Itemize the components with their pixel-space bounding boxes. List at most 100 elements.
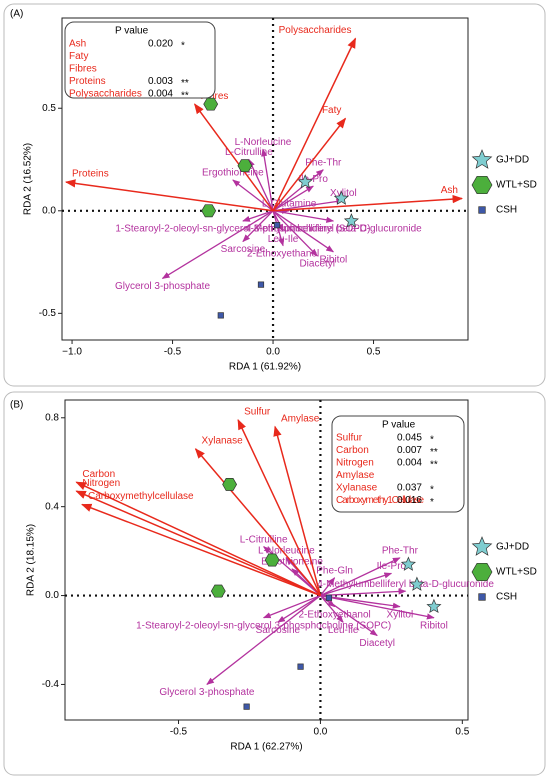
species-arrow (320, 588, 407, 597)
species-arrow (242, 210, 274, 243)
species-label: L-Norleucine (235, 137, 292, 148)
species-label: L-Norleucine (258, 545, 315, 556)
species-arrow (272, 210, 334, 253)
species-arrow (206, 595, 321, 685)
pvalue-name: Carboxymethy1Cellulase (336, 495, 424, 506)
sample-point (409, 576, 425, 591)
legend-label: GJ+DD (496, 542, 529, 553)
x-axis-label: RDA 1 (62.27%) (230, 742, 302, 753)
y-axis-label: RDA 2 (16.52%) (23, 143, 34, 215)
pvalue-value: 0.045 (397, 433, 422, 444)
sample-point (426, 598, 442, 614)
pvalue-sig: ** (430, 447, 438, 458)
sample-point (343, 213, 359, 228)
env-label: Proteins (72, 169, 109, 180)
env-arrow (75, 481, 321, 597)
species-label: Ribitol (420, 620, 448, 631)
x-tick-label: -0.5 (164, 347, 182, 358)
species-label: Sarcosine (221, 244, 266, 255)
pvalue-name: Fibres (69, 64, 97, 75)
pvalue-sig: * (430, 497, 434, 508)
env-arrow (64, 179, 274, 212)
sample-point (333, 190, 349, 205)
species-arrow (272, 210, 335, 223)
species-arrow (319, 595, 344, 623)
pvalue-value: 0.020 (148, 39, 173, 50)
env-label: Amylase (281, 413, 320, 424)
species-arrow (272, 210, 318, 257)
species-label: 1-Stearoyl-2-oleoyl-sn-glycerol 3-phosph… (136, 620, 391, 631)
species-arrow (272, 185, 314, 212)
sample-point (203, 97, 219, 111)
pvalue-sig: ** (181, 78, 189, 89)
x-tick-label: 0.5 (367, 347, 381, 358)
x-tick-label: -0.5 (170, 727, 188, 738)
species-label: Glycerol 3-phosphate (115, 281, 210, 292)
y-tick-label: 0.5 (42, 103, 56, 114)
species-label: Glycerol 3-phosphate (159, 687, 254, 698)
legend-label: WTL+SD (496, 180, 537, 191)
species-label: 4-Methylumbelliferyl beta-D-glucuronide (317, 579, 494, 590)
species-label: Ergothioneine (202, 168, 264, 179)
species-label: Leu-Ile (328, 625, 359, 636)
env-label: Nitrogen (82, 478, 120, 489)
y-tick-label: 0.0 (42, 205, 56, 216)
sample-point (222, 478, 238, 491)
pvalue-name: Nitrogen (336, 458, 374, 469)
pvalue-sig: * (430, 485, 434, 496)
panel-border (3, 3, 546, 387)
sample-point (297, 663, 304, 670)
env-arrow (272, 194, 464, 212)
legend-symbol (471, 175, 493, 195)
sample-point (297, 174, 313, 189)
sample-point (325, 594, 333, 601)
pvalue-name: Carbon (336, 445, 369, 456)
species-label: L-Glutamine (262, 198, 317, 209)
env-label: Xylanase (202, 436, 244, 447)
plot-frame (61, 17, 469, 341)
species-label: L-Citrulline (240, 534, 288, 545)
y-tick-label: 0.8 (45, 412, 59, 423)
x-tick-label: −1.0 (62, 347, 82, 358)
x-tick-label: 0.5 (455, 727, 469, 738)
x-axis-label: RDA 1 (61.92%) (229, 362, 301, 373)
plot-frame (64, 399, 469, 721)
env-arrow (272, 37, 357, 212)
pvalue-sig: ** (430, 460, 438, 471)
species-arrow (232, 179, 274, 212)
species-arrow (242, 210, 274, 222)
env-arrow (194, 103, 274, 212)
env-label: Fibres (201, 91, 229, 102)
y-axis-label: RDA 2 (18.15%) (26, 524, 37, 596)
pvalue-box (64, 21, 216, 99)
legend-label: WTL+SD (496, 567, 537, 578)
pvalue-value: 0.016 (397, 495, 422, 506)
sample-point (237, 159, 253, 173)
env-label: Faty (322, 105, 341, 116)
species-label: Xylitol (330, 188, 357, 199)
species-arrow (320, 572, 393, 597)
y-tick-label: 0.0 (45, 590, 59, 601)
species-arrow (272, 210, 284, 232)
species-label: 2-Ethoxyethanol (298, 609, 370, 620)
sample-point (257, 281, 265, 288)
pvalue-sig: * (181, 41, 185, 52)
sample-point (264, 553, 280, 567)
panel-label: (A) (10, 9, 23, 20)
species-label: L-Citrulline (225, 147, 273, 158)
env-label: Carboxymethylcellulase (88, 491, 194, 502)
env-arrow (194, 448, 321, 597)
species-label: 4-Methylumbelliferyl beta-D-glucuronide (245, 224, 422, 235)
species-label: Sarcosine (256, 625, 301, 636)
species-arrow (320, 594, 435, 620)
env-label: Sulfur (244, 407, 271, 418)
legend-label: GJ+DD (496, 155, 529, 166)
y-tick-label: -0.4 (42, 679, 60, 690)
pvalue-header: P value (382, 420, 416, 431)
panel-label: (B) (10, 400, 23, 411)
sample-point (201, 204, 217, 218)
pvalue-name: Ash (69, 39, 86, 50)
sample-point (273, 222, 281, 229)
species-arrow (320, 557, 401, 597)
